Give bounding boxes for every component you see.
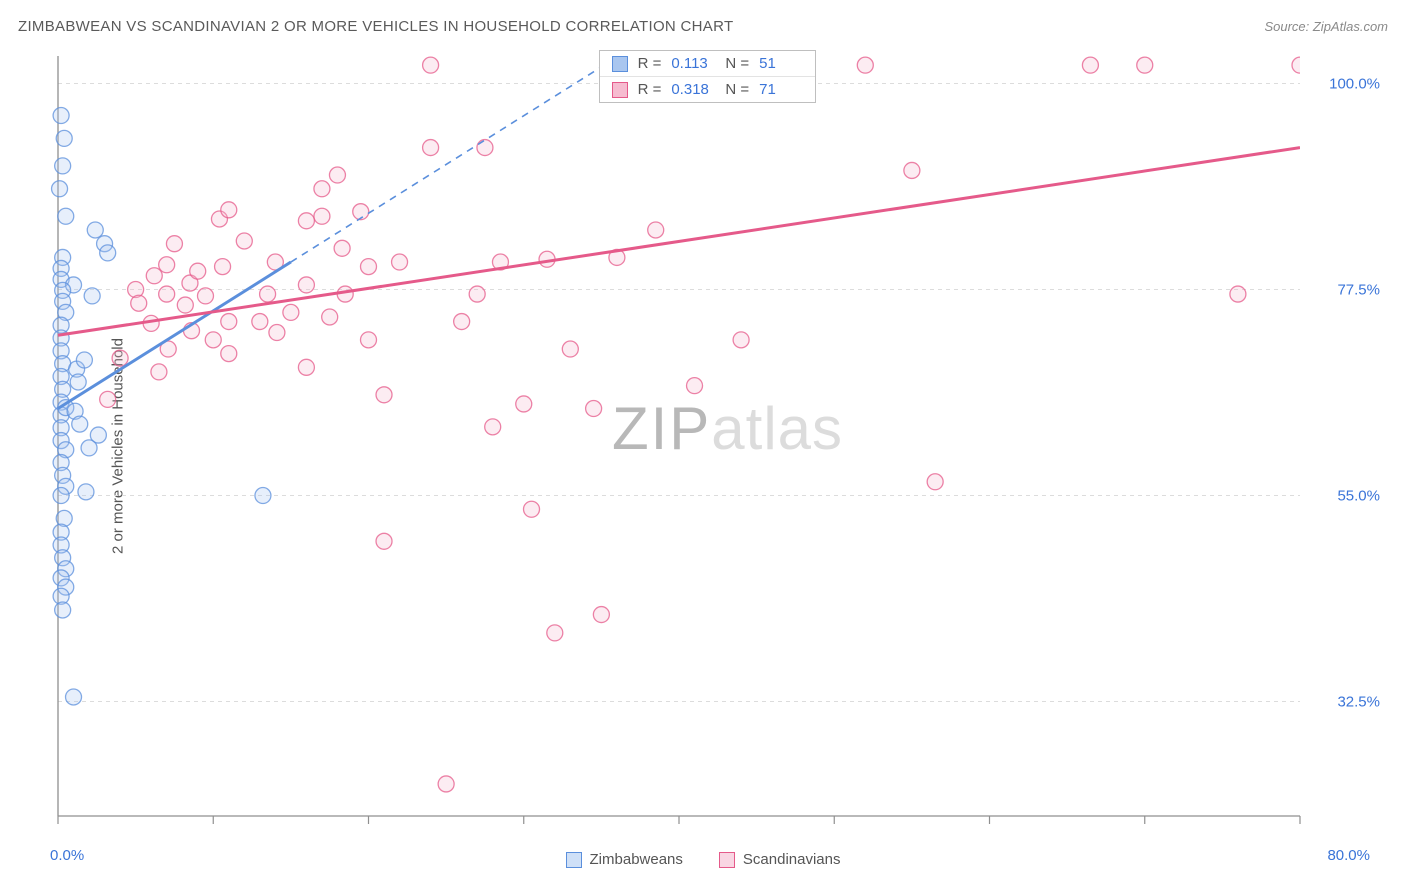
scatter-chart-svg: 32.5% 55.0% 77.5% 100.0% — [50, 48, 1388, 834]
chart-plot-area: 32.5%55.0%77.5%100.0% ZIPatlas R = 0.113… — [50, 48, 1388, 834]
stats-swatch-icon — [612, 82, 628, 98]
svg-text:55.0%: 55.0% — [1337, 488, 1380, 505]
stats-row-scandinavians: R = 0.318 N = 71 — [600, 76, 816, 102]
chart-title: ZIMBABWEAN VS SCANDINAVIAN 2 OR MORE VEH… — [18, 18, 733, 35]
stats-r-label: R = — [638, 55, 662, 72]
source-attribution: Source: ZipAtlas.com — [1264, 19, 1388, 34]
svg-text:77.5%: 77.5% — [1337, 281, 1380, 298]
stats-n-value: 51 — [759, 55, 803, 72]
legend-swatch-icon — [566, 852, 582, 868]
stats-n-value: 71 — [759, 81, 803, 98]
svg-text:32.5%: 32.5% — [1337, 694, 1380, 711]
stats-r-value: 0.318 — [671, 81, 715, 98]
svg-text:100.0%: 100.0% — [1329, 75, 1380, 92]
correlation-stats-box: R = 0.113 N = 51 R = 0.318 N = 71 — [599, 50, 817, 103]
stats-n-label: N = — [725, 55, 749, 72]
stats-n-label: N = — [725, 81, 749, 98]
legend-label: Zimbabweans — [590, 851, 683, 868]
stats-r-value: 0.113 — [671, 55, 715, 72]
legend-item-scandinavians: Scandinavians — [719, 851, 841, 868]
stats-swatch-icon — [612, 56, 628, 72]
legend-item-zimbabweans: Zimbabweans — [566, 851, 683, 868]
legend-swatch-icon — [719, 852, 735, 868]
stats-r-label: R = — [638, 81, 662, 98]
stats-row-zimbabweans: R = 0.113 N = 51 — [600, 51, 816, 76]
series-legend: Zimbabweans Scandinavians — [0, 851, 1406, 868]
legend-label: Scandinavians — [743, 851, 841, 868]
